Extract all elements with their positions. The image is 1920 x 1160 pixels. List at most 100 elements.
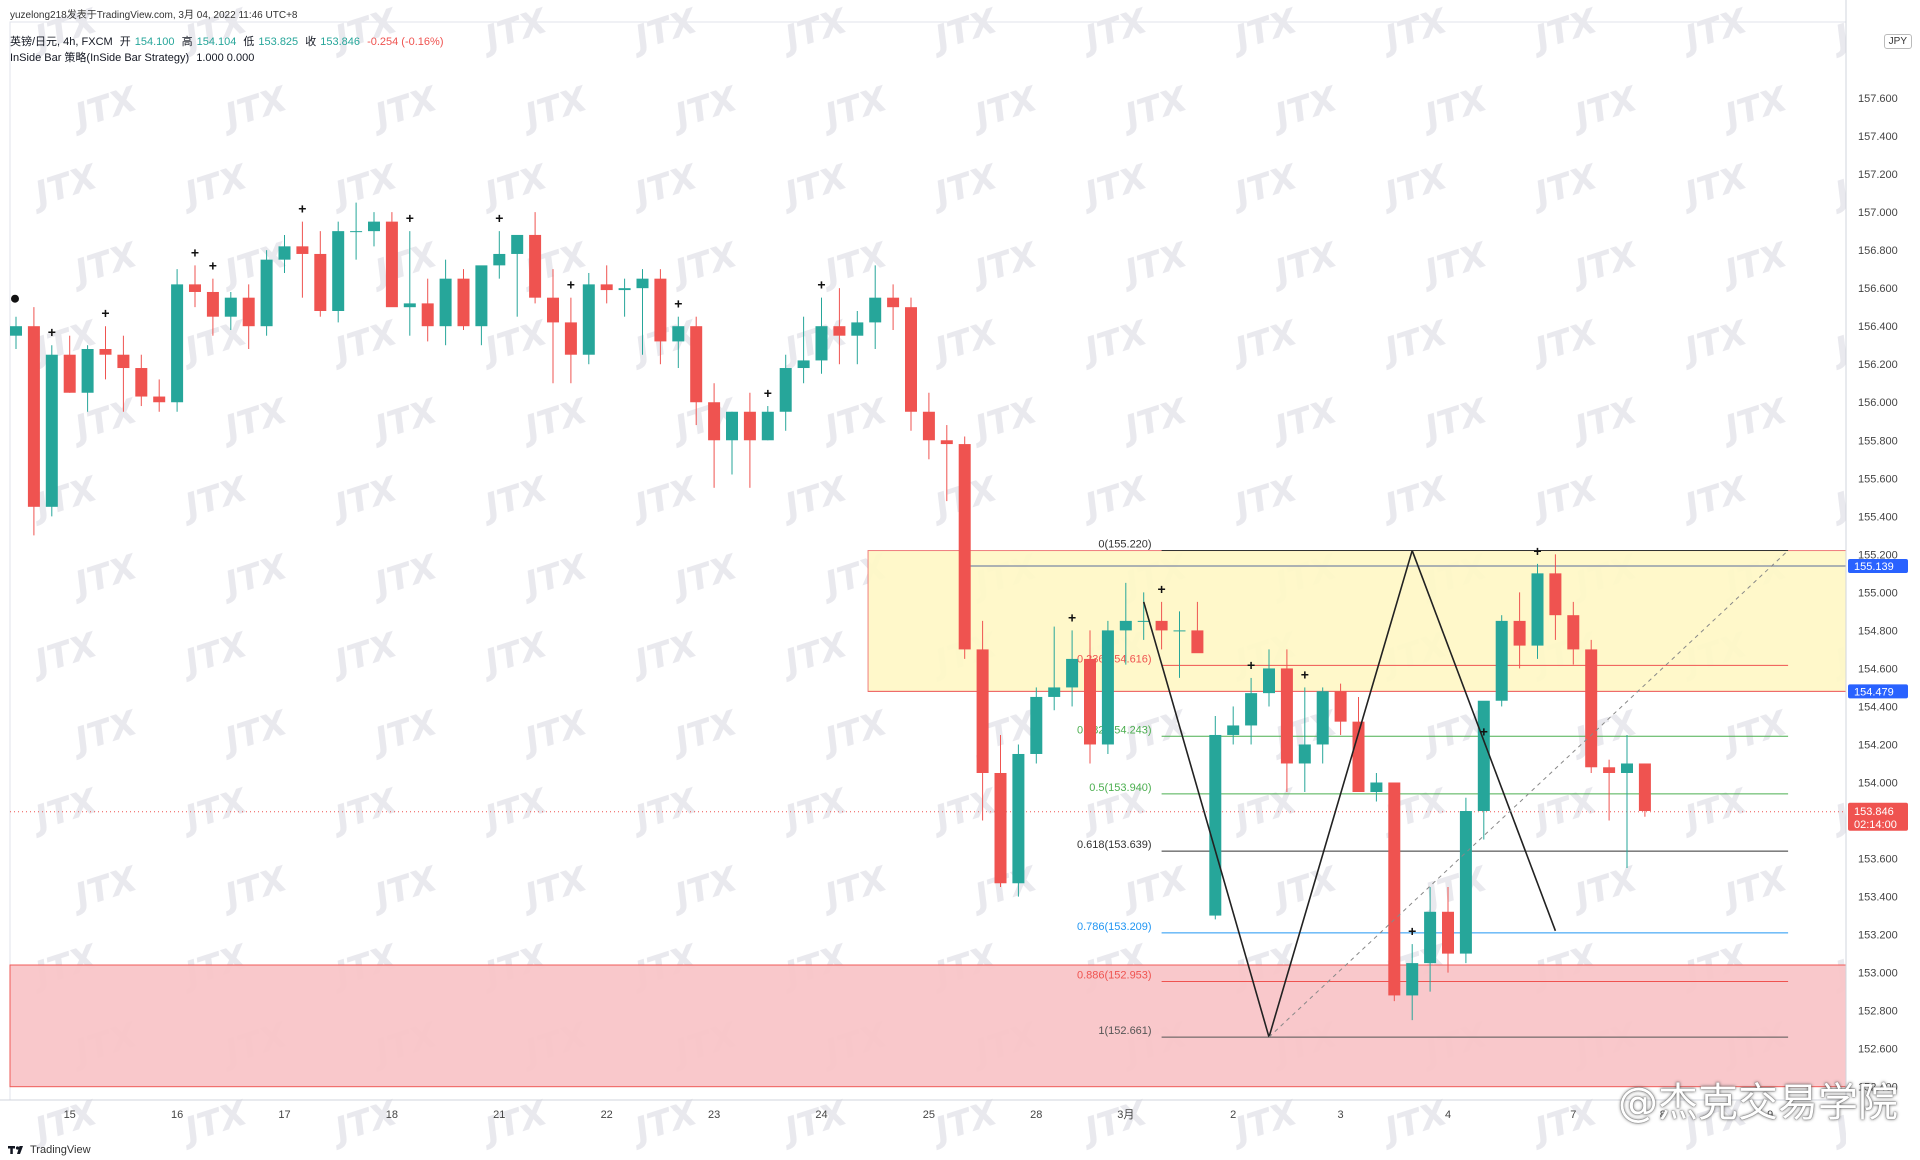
- y-tick-label: 155.400: [1858, 511, 1898, 523]
- x-tick-label: 4: [1445, 1109, 1451, 1121]
- inside-bar-marker: +: [1533, 543, 1541, 559]
- candle-body: [1370, 782, 1383, 792]
- watermark-text: JTX: [625, 1093, 704, 1153]
- pattern-line: [1268, 550, 1413, 1038]
- candle-body: [582, 284, 595, 355]
- candle-body: [1334, 691, 1347, 722]
- y-tick-label: 156.800: [1858, 245, 1898, 257]
- y-tick-label: 156.600: [1858, 283, 1898, 295]
- candle-body: [869, 297, 882, 323]
- candle-body: [278, 246, 291, 260]
- watermark-text: JTX: [775, 1093, 854, 1153]
- inside-bar-marker: +: [764, 385, 772, 401]
- level-price-tag: [1848, 684, 1908, 699]
- inside-bar-marker: +: [817, 277, 825, 293]
- candle-body: [385, 221, 398, 308]
- x-tick-label: 9: [1767, 1109, 1773, 1121]
- candle-body: [511, 234, 524, 254]
- close-label: 收: [305, 36, 317, 48]
- watermark-text: JTX: [1525, 1093, 1604, 1153]
- y-tick-label: 155.000: [1858, 587, 1898, 599]
- candle-body: [1638, 763, 1651, 812]
- candle-body: [779, 368, 792, 412]
- x-tick-label: 8: [1660, 1109, 1666, 1121]
- y-tick-label: 153.600: [1858, 854, 1898, 866]
- low-label: 低: [243, 36, 255, 48]
- zone-resistance: [867, 550, 1847, 692]
- current-price-label: 153.846: [1854, 806, 1894, 818]
- y-tick-label: 154.800: [1858, 625, 1898, 637]
- candle-body: [1513, 620, 1526, 646]
- candle-body: [1173, 630, 1186, 632]
- inside-bar-marker: +: [495, 210, 503, 226]
- inside-bar-marker: +: [567, 277, 575, 293]
- level-price-label: 154.479: [1854, 686, 1894, 698]
- close-value: 153.846: [320, 36, 360, 48]
- x-tick-label: 16: [171, 1109, 183, 1121]
- watermark-text: JTX: [1075, 1093, 1154, 1153]
- high-label: 高: [181, 36, 193, 48]
- candle-body: [994, 772, 1007, 884]
- y-tick-label: 153.200: [1858, 930, 1898, 942]
- inside-bar-marker: +: [191, 244, 199, 260]
- candle-body: [206, 291, 219, 317]
- candle-body: [690, 326, 703, 403]
- candle-body: [1012, 753, 1025, 884]
- candle-body: [905, 307, 917, 412]
- fib-label: 1(152.661): [1098, 1025, 1151, 1037]
- x-tick-label: 3月: [1117, 1109, 1134, 1121]
- y-tick-label: 153.000: [1858, 968, 1898, 980]
- y-tick-label: 155.600: [1858, 473, 1898, 485]
- author-watermark: @杰克交易学院: [1618, 1080, 1898, 1126]
- candle-body: [1209, 734, 1222, 916]
- indicator-values: 1.000 0.000: [196, 52, 255, 64]
- candle-body: [1316, 691, 1329, 745]
- candle-body: [547, 297, 559, 323]
- candle-body: [1155, 620, 1168, 631]
- x-tick-label: 2: [1230, 1109, 1236, 1121]
- candle-body: [63, 354, 76, 393]
- candle-body: [1495, 620, 1508, 701]
- candle-body: [1137, 620, 1150, 622]
- inside-bar-marker: +: [1408, 923, 1416, 939]
- y-axis-bg: [1846, 0, 1920, 1160]
- tradingview-brand[interactable]: TradingView: [8, 1144, 91, 1156]
- candle-body: [314, 253, 327, 311]
- x-tick-label: 7: [1570, 1109, 1576, 1121]
- candle-body: [958, 444, 971, 650]
- fib-label: 0(155.220): [1098, 539, 1151, 551]
- y-tick-label: 152.400: [1858, 1082, 1898, 1094]
- watermark-text: JTX: [475, 1093, 554, 1153]
- candle-body: [1227, 725, 1240, 735]
- candle-body: [761, 411, 774, 441]
- inside-bar-marker: +: [1301, 666, 1309, 682]
- candle-body: [1352, 721, 1365, 792]
- candle-body: [1567, 615, 1580, 650]
- x-tick-label: 22: [601, 1109, 613, 1121]
- inside-bar-marker: +: [1068, 609, 1076, 625]
- open-value: 154.100: [134, 36, 175, 48]
- candle-body: [493, 253, 506, 266]
- candle-body: [564, 322, 577, 355]
- y-tick-label: 157.200: [1858, 169, 1898, 181]
- candle-body: [1191, 630, 1204, 654]
- y-tick-label: 156.200: [1858, 359, 1898, 371]
- candle-body: [636, 278, 649, 289]
- fib-label: 0.786(153.209): [1077, 921, 1152, 933]
- candle-body: [1048, 687, 1061, 697]
- y-tick-label: 154.400: [1858, 701, 1898, 713]
- publish-attribution: yuzelong218发表于TradingView.com, 3月 04, 20…: [10, 10, 298, 21]
- symbol-ohlc-row: 英镑/日元, 4h, FXCM 开 154.100 高 154.104 低 153.8…: [10, 33, 448, 49]
- currency-badge[interactable]: JPY: [1883, 34, 1912, 49]
- y-tick-label: 155.800: [1858, 435, 1898, 447]
- candle-body: [1424, 911, 1437, 964]
- y-tick-label: 157.000: [1858, 207, 1898, 219]
- candle-body: [976, 649, 989, 773]
- candle-body: [815, 326, 828, 361]
- y-tick-label: 154.600: [1858, 663, 1898, 675]
- x-tick-label: 21: [493, 1109, 505, 1121]
- x-tick-label: 3: [1338, 1109, 1344, 1121]
- indicator-row[interactable]: InSide Bar 策略(InSide Bar Strategy) 1.000…: [10, 49, 258, 65]
- candle-body: [1531, 573, 1544, 646]
